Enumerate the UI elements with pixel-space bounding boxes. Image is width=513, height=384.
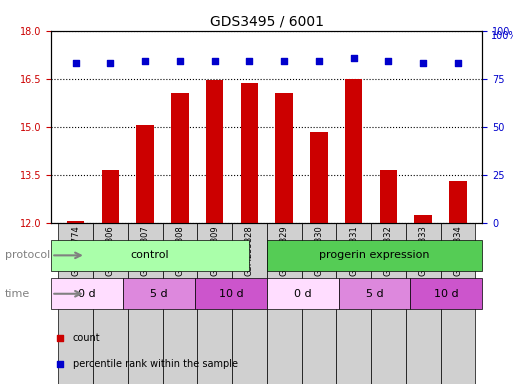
Text: percentile rank within the sample: percentile rank within the sample xyxy=(73,359,238,369)
FancyBboxPatch shape xyxy=(51,278,123,310)
Bar xyxy=(441,223,475,384)
Bar xyxy=(275,93,293,223)
Bar xyxy=(93,223,128,384)
Bar xyxy=(415,215,432,223)
Point xyxy=(349,55,358,61)
FancyBboxPatch shape xyxy=(339,278,410,310)
Point xyxy=(210,58,219,65)
Title: GDS3495 / 6001: GDS3495 / 6001 xyxy=(210,14,324,28)
Bar xyxy=(198,223,232,384)
Bar xyxy=(310,132,328,223)
Text: time: time xyxy=(5,289,30,299)
Point xyxy=(245,58,253,65)
Bar xyxy=(128,223,163,384)
Point xyxy=(315,58,323,65)
Bar xyxy=(267,223,302,384)
Bar xyxy=(336,223,371,384)
Text: control: control xyxy=(131,250,169,260)
Point xyxy=(419,60,427,66)
Point xyxy=(384,58,392,65)
Bar xyxy=(136,125,154,223)
Text: progerin expression: progerin expression xyxy=(319,250,430,260)
Text: 100%: 100% xyxy=(491,31,513,41)
Bar xyxy=(232,223,267,384)
FancyBboxPatch shape xyxy=(123,278,195,310)
Bar xyxy=(67,221,84,223)
Bar xyxy=(171,93,189,223)
Text: 0 d: 0 d xyxy=(294,289,311,299)
Point xyxy=(71,60,80,66)
Point xyxy=(454,60,462,66)
Point xyxy=(141,58,149,65)
Bar xyxy=(206,80,223,223)
Bar xyxy=(345,79,362,223)
FancyBboxPatch shape xyxy=(267,278,339,310)
Point xyxy=(106,60,114,66)
Text: count: count xyxy=(73,333,101,343)
Point xyxy=(341,170,349,176)
FancyBboxPatch shape xyxy=(267,240,482,271)
Text: 10 d: 10 d xyxy=(219,289,243,299)
Bar xyxy=(302,223,336,384)
Point xyxy=(176,58,184,65)
Bar xyxy=(241,83,258,223)
Bar xyxy=(406,223,441,384)
Text: 10 d: 10 d xyxy=(434,289,459,299)
Bar xyxy=(163,223,198,384)
Point xyxy=(280,58,288,65)
Text: 5 d: 5 d xyxy=(150,289,168,299)
FancyBboxPatch shape xyxy=(195,278,267,310)
Bar xyxy=(449,181,467,223)
FancyBboxPatch shape xyxy=(51,240,249,271)
FancyBboxPatch shape xyxy=(410,278,482,310)
Bar xyxy=(380,170,397,223)
Text: 0 d: 0 d xyxy=(78,289,96,299)
Text: protocol: protocol xyxy=(5,250,50,260)
Bar xyxy=(58,223,93,384)
Bar xyxy=(102,170,119,223)
Bar xyxy=(371,223,406,384)
Text: 5 d: 5 d xyxy=(366,289,383,299)
